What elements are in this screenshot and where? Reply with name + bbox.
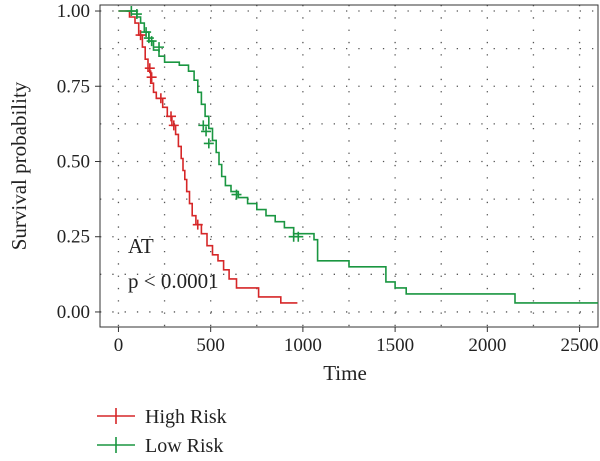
annotation-pvalue: p < 0.0001 [128,269,219,293]
series-layer [118,6,598,304]
x-tick-label: 1500 [376,335,414,356]
censor-mark-high-risk [192,219,203,230]
plot-panel [99,4,599,328]
x-tick-label: 1000 [284,335,322,356]
legend-item-high-risk: High Risk [97,406,227,428]
y-axis-title: Survival probability [7,81,31,250]
annotation-at: AT [128,234,154,258]
censor-mark-high-risk [166,111,177,122]
censor-mark-high-risk [146,72,157,83]
y-axis: 0.00 0.25 0.50 0.75 1.00 [57,1,100,323]
censor-mark-low-risk [198,120,209,131]
x-tick-label: 2000 [468,335,506,356]
legend-label-high-risk: High Risk [145,406,227,428]
y-tick-label: 0.25 [57,227,90,248]
censor-mark-low-risk [131,9,142,20]
y-tick-label: 0.75 [57,76,90,97]
legend-item-low-risk: Low Risk [97,435,223,457]
survival-curve-low-risk [118,10,598,304]
censor-mark-high-risk [168,120,179,131]
x-axis-title: Time [323,361,367,385]
survival-curve-high-risk [118,10,298,304]
legend-label-low-risk: Low Risk [145,435,223,457]
censor-mark-low-risk [126,6,137,17]
x-axis: 0 500 1000 1500 2000 2500 [114,327,599,356]
censor-mark-low-risk [201,126,212,137]
censor-mark-low-risk [146,36,157,47]
x-tick-label: 500 [196,335,225,356]
grid-lines [100,5,598,327]
legend: High Risk Low Risk [97,406,227,457]
y-tick-label: 0.50 [57,151,90,172]
x-tick-label: 0 [114,335,124,356]
censor-mark-low-risk [154,42,165,53]
y-tick-label: 0.00 [57,302,90,323]
x-tick-label: 2500 [561,335,599,356]
censor-mark-high-risk [144,63,155,74]
censor-mark-high-risk [155,93,166,104]
censor-mark-low-risk [293,231,304,242]
censor-mark-high-risk [135,30,146,41]
censor-mark-low-risk [203,138,214,149]
y-tick-label: 1.00 [57,1,90,22]
censor-mark-low-risk [231,189,242,200]
censor-mark-low-risk [141,27,152,38]
